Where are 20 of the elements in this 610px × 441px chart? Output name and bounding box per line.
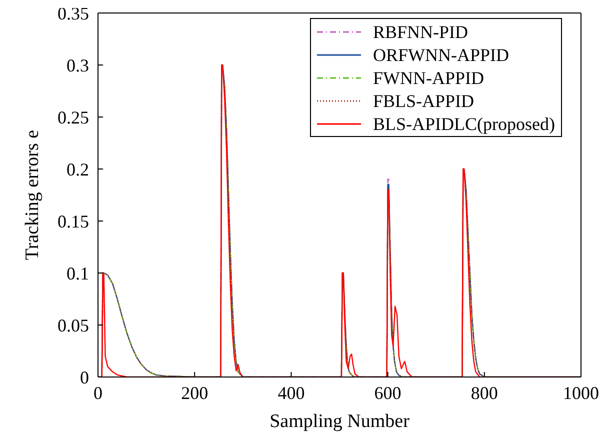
y-axis-title: Tracking errors e [22, 130, 43, 260]
x-axis-title: Sampling Number [270, 411, 410, 432]
x-tick-label: 800 [470, 382, 498, 403]
y-tick-label: 0.05 [58, 315, 89, 336]
legend-label: ORFWNN-APPID [373, 44, 510, 64]
legend-label: FBLS-APPID [373, 90, 474, 110]
legend-label: FWNN-APPID [373, 68, 484, 88]
x-tick-label: 200 [181, 382, 208, 403]
y-tick-label: 0.3 [66, 55, 89, 76]
x-tick-label: 0 [94, 382, 102, 403]
y-tick-label: 0.1 [66, 263, 89, 284]
y-tick-label: 0 [80, 367, 89, 388]
y-tick-label: 0.2 [66, 159, 89, 180]
y-tick-label: 0.25 [58, 107, 89, 128]
legend-label: RBFNN-PID [373, 22, 468, 42]
x-tick-label: 400 [278, 382, 305, 403]
x-tick-label: 600 [374, 382, 402, 403]
legend-label: BLS-APIDLC(proposed) [373, 114, 555, 134]
x-tick-label: 1000 [563, 382, 599, 403]
y-tick-label: 0.15 [58, 211, 89, 232]
